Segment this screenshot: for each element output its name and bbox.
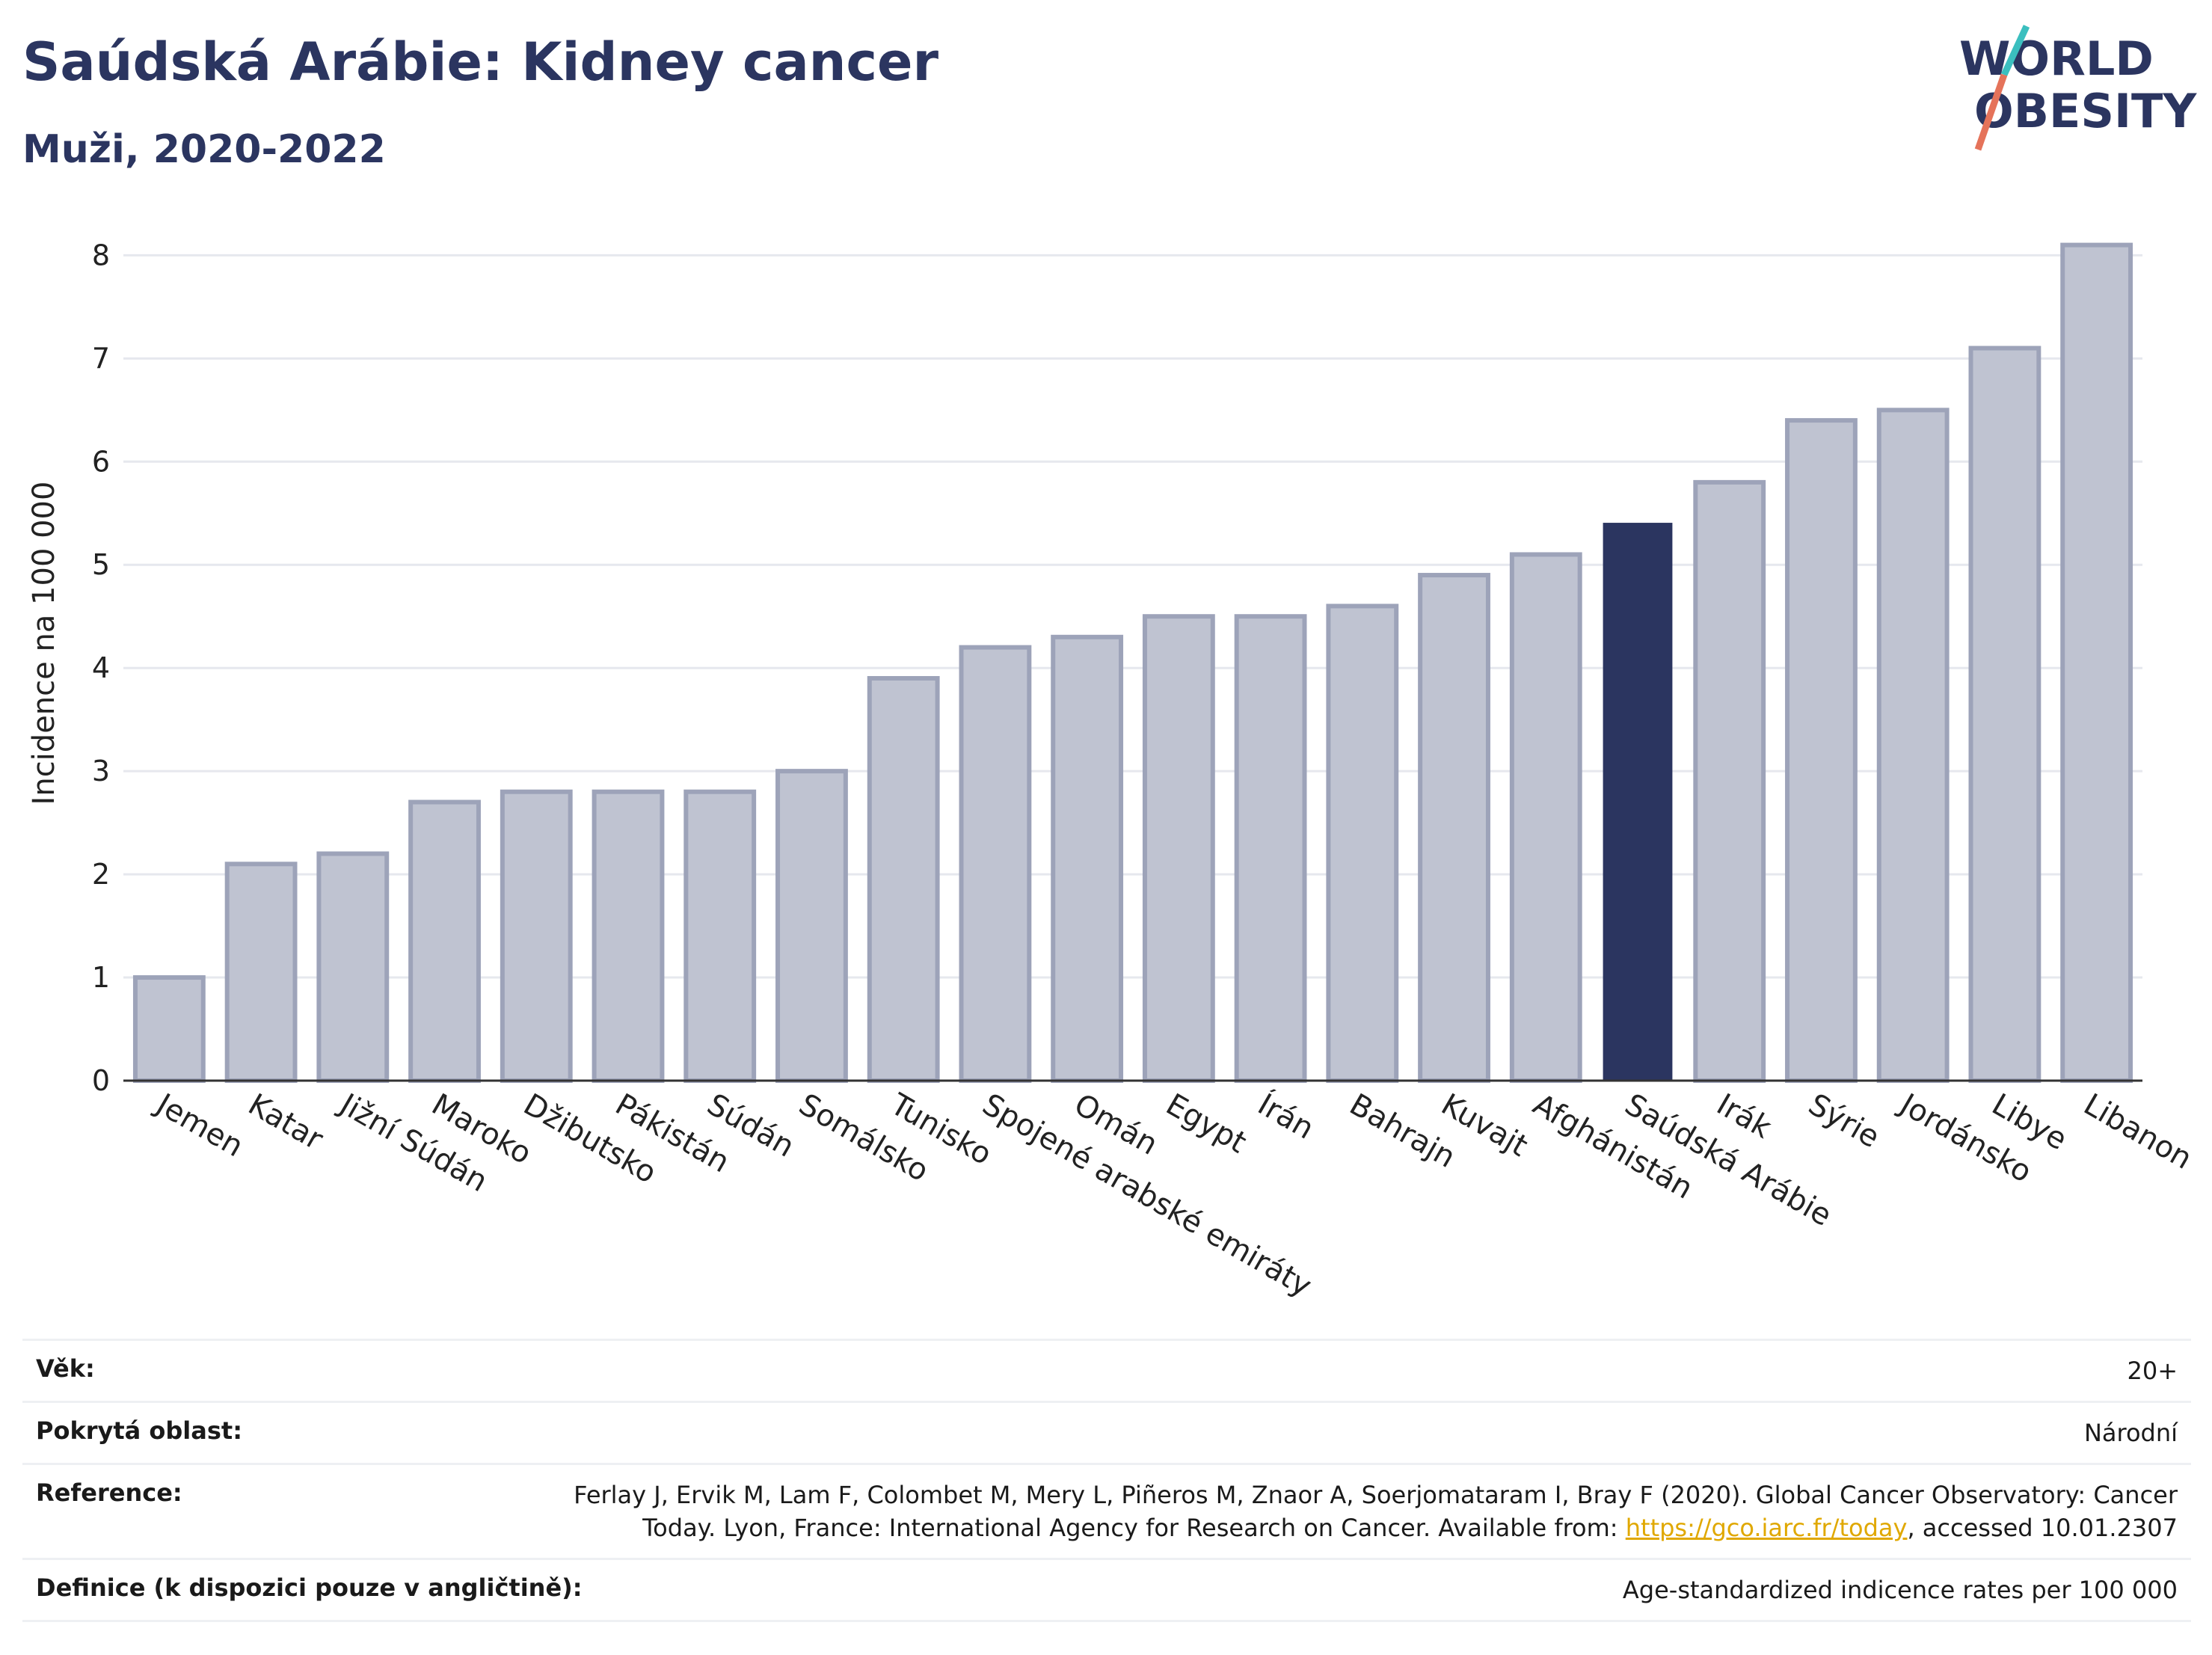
y-tick-label: 3 [92, 755, 110, 787]
bar [1693, 479, 1766, 1083]
reference-link[interactable]: https://gco.iarc.fr/today [1625, 1514, 1908, 1542]
bar [500, 789, 573, 1084]
bar-highlight [1603, 523, 1673, 1081]
x-tick-label: Jemen [149, 1086, 249, 1164]
bar [592, 789, 665, 1084]
y-tick-label: 1 [92, 961, 110, 994]
definition-label: Definice (k dispozici pouze v angličtině… [36, 1573, 583, 1602]
definition-value: Age-standardized indicence rates per 100… [1622, 1576, 2178, 1604]
bar [1326, 604, 1399, 1083]
axes: 0 1 2 3 4 5 6 7 8 [92, 239, 2142, 1097]
bar [224, 862, 298, 1083]
logo-line2: OBESITY [1974, 84, 2197, 138]
reference-value: Ferlay J, Ervik M, Lam F, Colombet M, Me… [570, 1479, 2178, 1544]
meta-row-age: Věk: 20+ [22, 1339, 2191, 1401]
metadata-table: Věk: 20+ Pokrytá oblast: Národní Referen… [22, 1339, 2191, 1622]
x-tick-label: Sýrie [1802, 1087, 1885, 1155]
reference-accessed: , accessed 10.01.2307 [1907, 1514, 2178, 1542]
chart-title: Saúdská Arábie: Kidney cancer [22, 31, 938, 93]
bar [316, 851, 390, 1083]
y-tick-label: 7 [92, 342, 110, 375]
meta-row-definition: Definice (k dispozici pouze v angličtině… [22, 1558, 2191, 1622]
world-obesity-logo: WORLD OBESITY [1959, 25, 2197, 151]
bar [1785, 418, 1858, 1083]
bar [408, 799, 481, 1084]
x-tick-label: Írán [1252, 1086, 1321, 1146]
logo-slash-red [1974, 73, 2008, 151]
bar [1051, 634, 1124, 1083]
bar [683, 789, 757, 1084]
y-axis-title: Incidence na 100 000 [27, 482, 61, 805]
x-tick-label: Libanon [2078, 1087, 2198, 1176]
y-tick-label: 2 [92, 858, 110, 891]
meta-row-coverage: Pokrytá oblast: Národní [22, 1401, 2191, 1463]
age-label: Věk: [36, 1354, 95, 1383]
bar [1418, 573, 1490, 1083]
coverage-value: Národní [2083, 1419, 2178, 1447]
age-value: 20+ [2127, 1357, 2178, 1385]
bar [1509, 552, 1582, 1083]
y-tick-label: 4 [92, 651, 110, 684]
y-tick-label: 0 [92, 1064, 110, 1097]
bar [132, 975, 206, 1084]
bar [775, 769, 848, 1083]
reference-label: Reference: [36, 1479, 182, 1507]
coverage-label: Pokrytá oblast: [36, 1416, 242, 1445]
x-tick-label: Katar [242, 1087, 329, 1157]
chart-subtitle: Muži, 2020-2022 [22, 127, 386, 172]
x-tick-label: Egypt [1160, 1087, 1252, 1161]
bar [1876, 408, 1950, 1083]
y-tick-label: 8 [92, 239, 110, 271]
logo-line1: WORLD [1959, 31, 2154, 86]
bars [132, 242, 2133, 1084]
bar [1234, 614, 1307, 1083]
reference-text: Ferlay J, Ervik M, Lam F, Colombet M, Me… [574, 1481, 2178, 1542]
x-tick-label: Bahrajn [1344, 1087, 1461, 1175]
bar [867, 675, 940, 1083]
bar [1142, 614, 1215, 1083]
logo-slash-teal [2000, 25, 2030, 76]
bar [1968, 346, 2042, 1083]
bar [2060, 242, 2133, 1084]
meta-row-reference: Reference: Ferlay J, Ervik M, Lam F, Col… [22, 1463, 2191, 1558]
bar [959, 645, 1032, 1083]
y-tick-label: 5 [92, 548, 110, 581]
y-tick-label: 6 [92, 445, 110, 478]
